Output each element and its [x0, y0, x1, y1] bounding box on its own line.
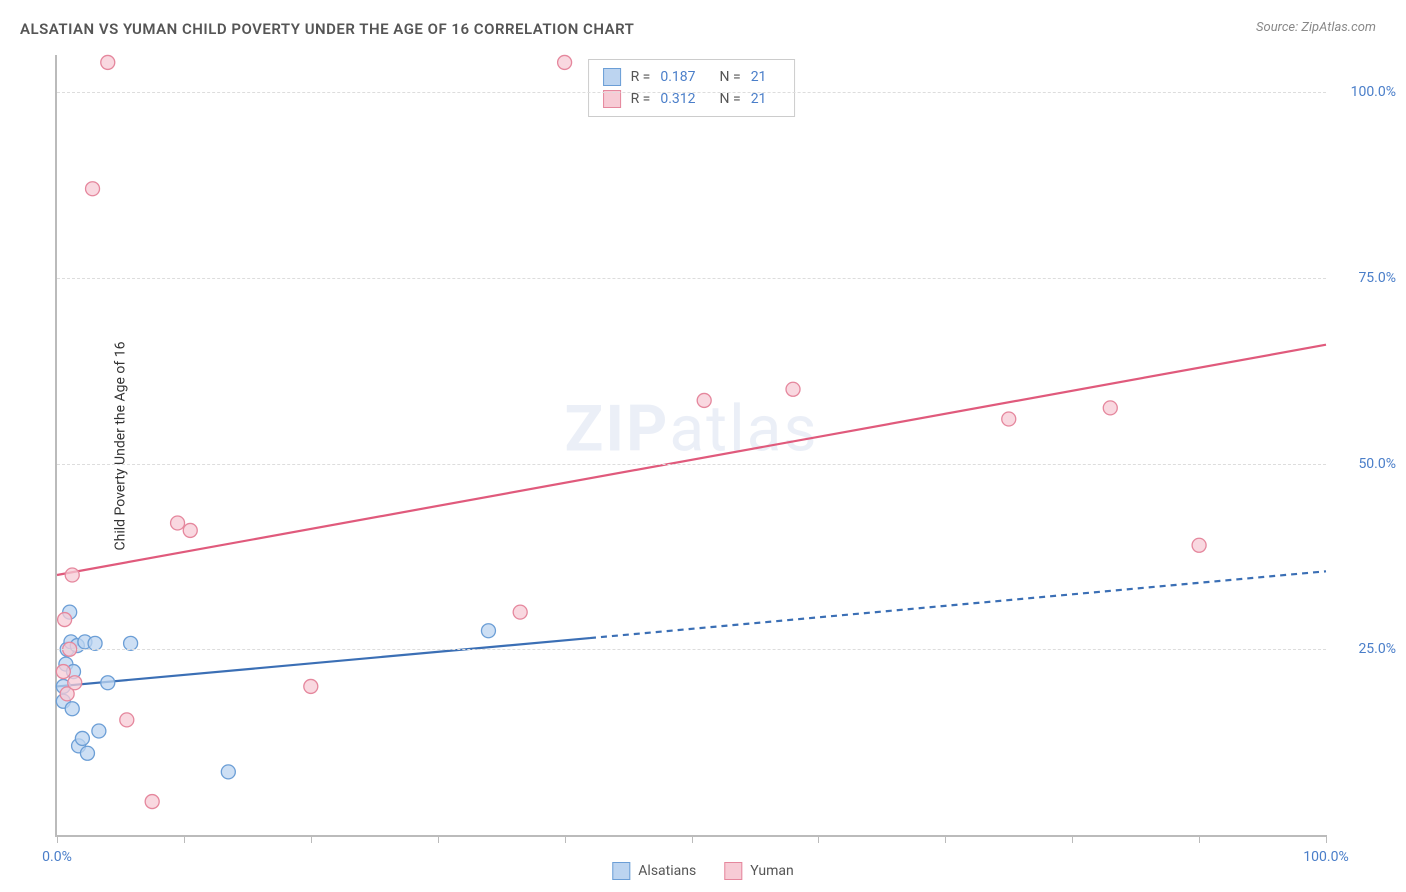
x-tick [565, 835, 566, 843]
data-point [101, 676, 115, 690]
data-point [1103, 401, 1117, 415]
x-tick [311, 835, 312, 843]
legend-row: R = 0.187 N = 21 [603, 66, 781, 88]
data-point [120, 713, 134, 727]
data-point [124, 636, 138, 650]
x-tick [1199, 835, 1200, 843]
data-point [56, 665, 70, 679]
legend-swatch [603, 68, 621, 86]
data-point [1192, 538, 1206, 552]
chart-container: ALSATIAN VS YUMAN CHILD POVERTY UNDER TH… [0, 0, 1406, 892]
legend-r-label: R = [631, 91, 651, 107]
grid-line [57, 649, 1326, 650]
grid-line [57, 464, 1326, 465]
y-tick-label: 100.0% [1336, 84, 1396, 100]
legend-n-value: 21 [751, 91, 767, 107]
x-tick [818, 835, 819, 843]
grid-line [57, 278, 1326, 279]
scatter-plot [57, 55, 1326, 835]
legend-item: Yuman [724, 862, 793, 880]
legend-r-value: 0.187 [660, 69, 695, 85]
series-legend: Alsatians Yuman [612, 862, 793, 880]
data-point [513, 605, 527, 619]
data-point [80, 746, 94, 760]
data-point [481, 624, 495, 638]
x-tick [184, 835, 185, 843]
legend-r-label: R = [631, 69, 651, 85]
legend-n-value: 21 [751, 69, 767, 85]
data-point [101, 55, 115, 69]
legend-label: Alsatians [638, 863, 696, 879]
data-point [304, 679, 318, 693]
legend-n-label: N = [720, 91, 741, 107]
x-tick-label: 100.0% [1303, 849, 1348, 865]
legend-swatch [612, 862, 630, 880]
trend-line [57, 345, 1326, 575]
y-tick-label: 25.0% [1336, 641, 1396, 657]
x-tick [1326, 835, 1327, 843]
x-tick [945, 835, 946, 843]
x-tick [692, 835, 693, 843]
legend-label: Yuman [750, 863, 793, 879]
data-point [86, 182, 100, 196]
data-point [88, 636, 102, 650]
y-tick-label: 75.0% [1336, 270, 1396, 286]
data-point [1002, 412, 1016, 426]
data-point [65, 568, 79, 582]
x-tick-label: 0.0% [42, 849, 72, 865]
data-point [58, 613, 72, 627]
x-tick [438, 835, 439, 843]
grid-line [57, 92, 1326, 93]
data-point [221, 765, 235, 779]
chart-title: ALSATIAN VS YUMAN CHILD POVERTY UNDER TH… [20, 20, 634, 38]
data-point [171, 516, 185, 530]
source-label: Source: ZipAtlas.com [1256, 20, 1376, 35]
y-tick-label: 50.0% [1336, 456, 1396, 472]
data-point [786, 382, 800, 396]
legend-n-label: N = [720, 69, 741, 85]
legend-item: Alsatians [612, 862, 696, 880]
correlation-legend: R = 0.187 N = 21 R = 0.312 N = 21 [588, 59, 796, 117]
plot-area: ZIPatlas R = 0.187N = 21R = 0.312N = 21 … [55, 55, 1326, 837]
data-point [68, 676, 82, 690]
legend-swatch [724, 862, 742, 880]
legend-r-value: 0.312 [660, 91, 695, 107]
data-point [92, 724, 106, 738]
data-point [65, 702, 79, 716]
data-point [183, 523, 197, 537]
data-point [558, 55, 572, 69]
data-point [145, 795, 159, 809]
x-tick [1072, 835, 1073, 843]
data-point [697, 393, 711, 407]
x-tick [57, 835, 58, 843]
trend-line-extrapolated [590, 571, 1326, 638]
data-point [75, 731, 89, 745]
